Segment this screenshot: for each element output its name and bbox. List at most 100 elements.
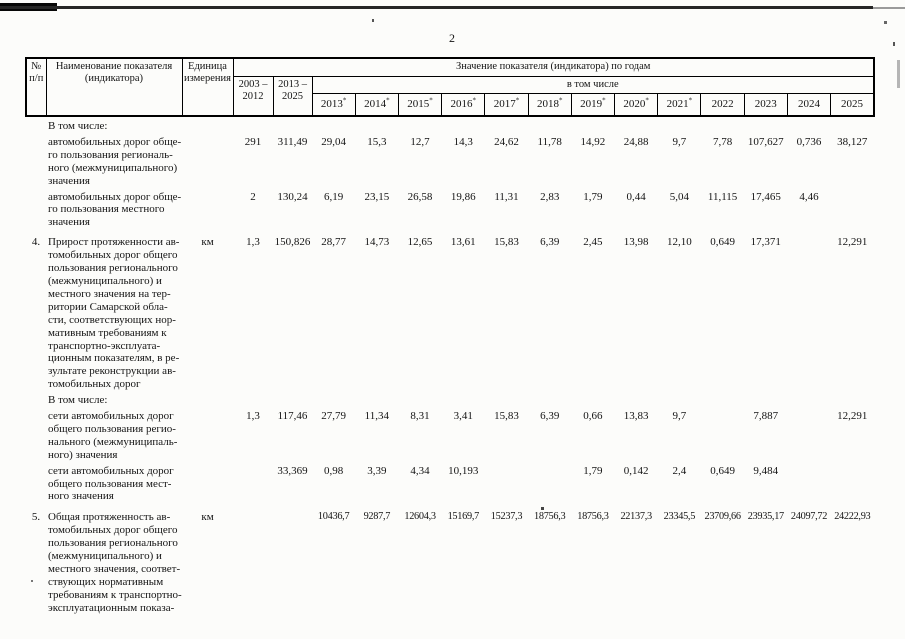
row-number-cell: [26, 462, 46, 504]
value-cell: 14,73: [364, 236, 390, 249]
value-cell: 23345,5: [663, 511, 696, 523]
value-cell: 13,83: [623, 410, 649, 423]
value-cell: 3,41: [453, 410, 473, 423]
value-cell: 12,291: [837, 236, 868, 249]
value-cell: [233, 116, 273, 133]
value-cell: 2,45: [583, 236, 603, 249]
value-cell: 0,66: [583, 410, 603, 423]
page-number: 2: [449, 31, 455, 45]
header-unit: Единица измерения: [181, 57, 234, 117]
value-cell: 15237,3: [490, 511, 523, 523]
row-number-cell: 4.: [31, 236, 41, 249]
value-cell: 12,291: [837, 410, 868, 423]
header-period-2003-2012: 2003 – 2012: [232, 75, 274, 117]
value-cell: [615, 116, 658, 133]
header-period-2013-2025: 2013 – 2025: [272, 75, 313, 117]
body-row: В том числе:: [26, 391, 874, 407]
value-cell: 9287,7: [363, 511, 391, 523]
value-cell: 18756,3: [534, 511, 566, 523]
value-cell: 38,127: [837, 135, 868, 148]
value-cell: 0,142: [623, 464, 649, 477]
value-cell: 2,83: [540, 190, 560, 203]
value-cell: 14,92: [580, 135, 606, 148]
scan-speck: [31, 580, 33, 582]
year-header-cell: 2024: [786, 92, 832, 117]
unit-cell: км: [201, 236, 214, 249]
value-cell: 12604,3: [404, 511, 436, 523]
value-cell: [831, 116, 874, 133]
year-header-cell: 2013*: [311, 92, 356, 117]
value-cell: 11,34: [364, 410, 389, 423]
value-cell: [273, 391, 312, 407]
value-cell: 15,83: [494, 410, 519, 423]
scan-speck: [884, 21, 887, 24]
body-row: автомобильных дорог обще- го пользования…: [26, 188, 874, 230]
row-number-cell: [26, 407, 46, 462]
body-row: сети автомобильных дорог общего пользова…: [26, 407, 874, 462]
value-cell: 4,34: [410, 464, 430, 477]
value-cell: 10436,7: [317, 511, 350, 523]
indicator-name-cell: сети автомобильных дорог общего пользова…: [48, 464, 174, 503]
value-cell: 7,78: [712, 135, 733, 148]
value-cell: [658, 391, 701, 407]
unit-cell: [182, 133, 233, 188]
value-cell: 15,83: [494, 236, 519, 249]
value-cell: [787, 462, 830, 504]
year-header-cell: 2020*: [614, 92, 659, 117]
value-cell: 6,19: [323, 190, 344, 203]
value-cell: 11,115: [707, 190, 738, 203]
value-cell: 1,79: [583, 190, 603, 203]
value-cell: [528, 116, 571, 133]
value-cell: [398, 391, 441, 407]
value-cell: 23,15: [364, 190, 390, 203]
year-header-cell: 2014*: [354, 92, 399, 117]
value-cell: [744, 116, 787, 133]
value-cell: [787, 391, 830, 407]
value-cell: 291: [244, 135, 262, 148]
body-row: 5. Общая протяженность ав- томобильных до…: [26, 503, 874, 614]
value-cell: 6,39: [540, 236, 560, 249]
value-cell: 12,65: [407, 236, 433, 249]
value-cell: [658, 116, 701, 133]
value-cell: [744, 391, 787, 407]
value-cell: 117,46: [277, 410, 308, 423]
value-cell: 14,3: [453, 135, 473, 148]
value-cell: [312, 116, 355, 133]
value-cell: 26,58: [407, 190, 433, 203]
indicator-name-cell: автомобильных дорог обще- го пользования…: [48, 190, 182, 229]
value-cell: 150,826: [274, 236, 311, 249]
value-cell: 11,31: [494, 190, 519, 203]
unit-cell: [182, 407, 233, 462]
year-header-cell: 2022: [700, 92, 745, 117]
year-header-cell: 2015*: [397, 92, 443, 117]
scan-speck: [372, 19, 374, 22]
value-cell: 22137,3: [620, 511, 652, 523]
year-header-cell: 2019*: [570, 92, 616, 117]
value-cell: 1,3: [246, 410, 260, 423]
value-cell: 27,79: [321, 410, 346, 423]
indicator-name-cell: В том числе:: [48, 394, 108, 407]
year-header-cell: 2018*: [527, 92, 572, 117]
value-cell: [528, 462, 571, 504]
value-cell: 23935,17: [747, 511, 785, 523]
value-cell: [831, 391, 874, 407]
value-cell: 23709,66: [704, 511, 741, 523]
value-cell: 9,7: [672, 410, 687, 423]
value-cell: [312, 391, 355, 407]
body-row: сети автомобильных дорог общего пользова…: [26, 462, 874, 504]
value-cell: [528, 391, 571, 407]
value-cell: 4,46: [799, 190, 819, 203]
value-cell: 29,04: [321, 135, 346, 148]
value-cell: 2: [250, 190, 256, 203]
unit-cell: [182, 116, 233, 133]
value-cell: 0,98: [323, 464, 344, 477]
value-cell: 0,44: [626, 190, 646, 203]
value-cell: 7,887: [753, 410, 779, 423]
value-cell: 15169,7: [447, 511, 480, 523]
indicator-name-cell: сети автомобильных дорог общего пользова…: [48, 410, 178, 461]
value-cell: 28,77: [321, 236, 346, 249]
value-cell: [442, 116, 485, 133]
table-body: В том числе: автомобильных дорог обще- го…: [26, 116, 874, 615]
body-row: В том числе:: [26, 116, 874, 133]
header-subgroup: в том числе: [311, 75, 875, 94]
